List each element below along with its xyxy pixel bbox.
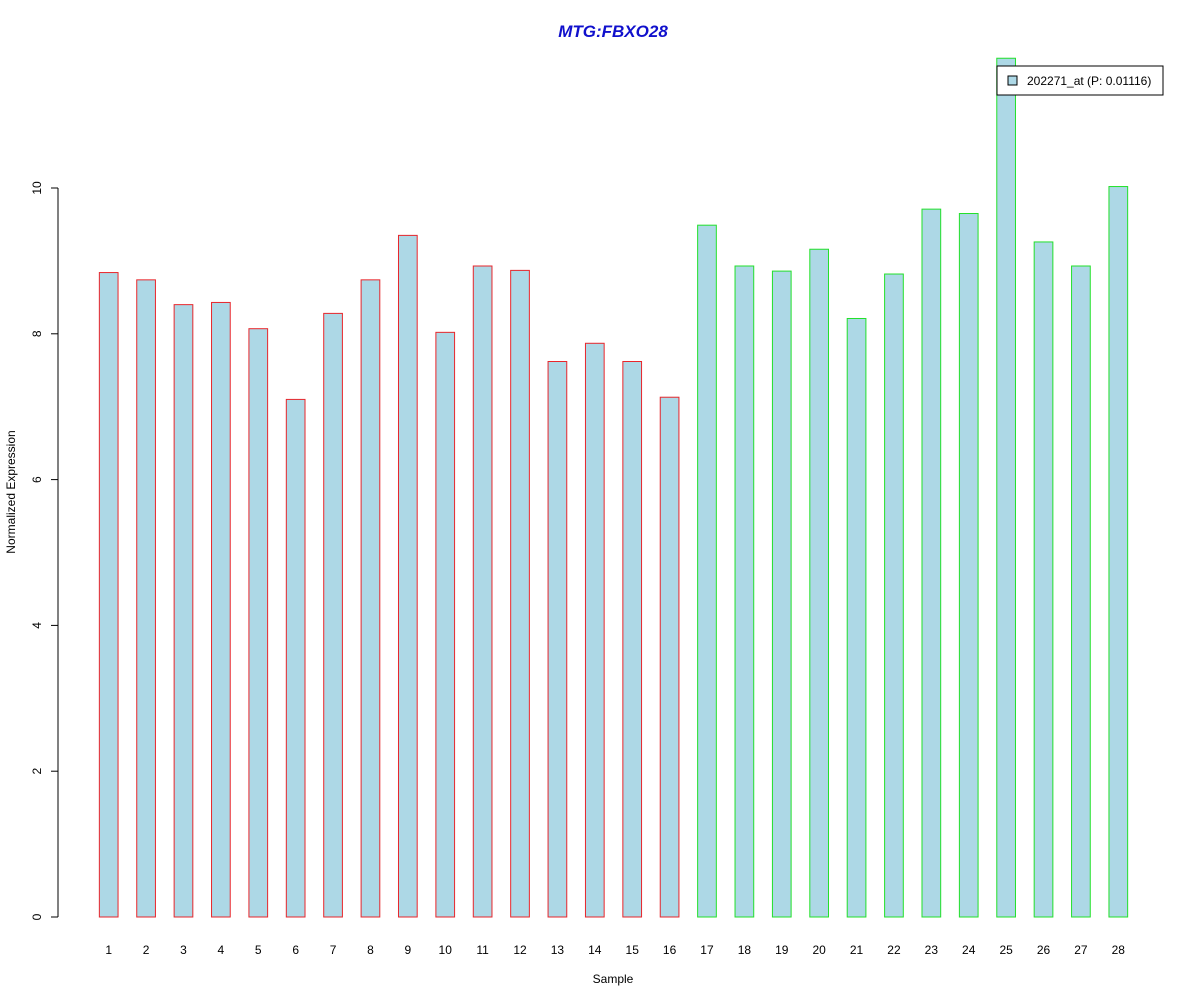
x-tick-label: 5 [255, 943, 262, 957]
bar-sample-23 [921, 208, 942, 918]
legend: 202271_at (P: 0.01116) [996, 65, 1164, 96]
x-tick-label: 21 [850, 943, 864, 957]
x-tick-label: 13 [551, 943, 565, 957]
x-tick-label: 14 [588, 943, 602, 957]
bar-sample-6 [285, 398, 306, 918]
bar-sample-20 [809, 248, 830, 918]
x-tick-label: 16 [663, 943, 677, 957]
x-tick-label: 20 [812, 943, 826, 957]
y-tick-label: 6 [30, 476, 44, 483]
bar-sample-26 [1033, 241, 1054, 918]
x-tick-label: 4 [218, 943, 225, 957]
x-tick-label: 23 [925, 943, 939, 957]
bar-sample-8 [360, 279, 381, 918]
x-axis-title: Sample [593, 972, 634, 986]
x-tick-label: 27 [1074, 943, 1088, 957]
x-tick-label: 19 [775, 943, 789, 957]
bar-sample-13 [547, 361, 568, 918]
x-tick-label: 9 [404, 943, 411, 957]
x-tick-label: 22 [887, 943, 901, 957]
x-tick-label: 8 [367, 943, 374, 957]
x-tick-label: 25 [999, 943, 1013, 957]
bars [98, 57, 1129, 918]
legend-swatch [1007, 75, 1018, 86]
y-axis-title: Normalized Expression [4, 430, 18, 553]
bar-sample-11 [472, 265, 493, 918]
x-tick-label: 1 [105, 943, 112, 957]
legend-box [996, 65, 1164, 96]
bar-sample-9 [397, 234, 418, 918]
bar-sample-19 [771, 270, 792, 918]
x-tick-label: 2 [143, 943, 150, 957]
x-tick-label: 18 [738, 943, 752, 957]
bar-sample-25 [996, 57, 1016, 918]
bar-sample-1 [98, 272, 119, 918]
bar-sample-21 [846, 317, 867, 918]
y-axis: 0 2 4 6 8 10 [30, 181, 59, 920]
x-tick-label: 15 [626, 943, 640, 957]
x-tick-label: 17 [700, 943, 714, 957]
bar-sample-3 [173, 304, 194, 918]
bar-sample-22 [884, 273, 904, 918]
y-tick-label: 10 [30, 181, 44, 195]
x-tick-label: 12 [513, 943, 527, 957]
x-tick-label: 26 [1037, 943, 1051, 957]
x-tick-label: 7 [330, 943, 337, 957]
x-tick-label: 11 [476, 943, 489, 957]
bar-sample-15 [622, 361, 643, 918]
x-tick-label: 10 [439, 943, 453, 957]
bar-sample-17 [697, 224, 717, 918]
x-tick-label: 28 [1112, 943, 1126, 957]
legend-label: 202271_at (P: 0.01116) [1027, 74, 1151, 88]
x-tick-label: 6 [292, 943, 299, 957]
bar-sample-27 [1071, 265, 1091, 918]
chart-title: MTG:FBXO28 [558, 22, 668, 41]
x-tick-label: 24 [962, 943, 976, 957]
y-tick-label: 0 [30, 913, 44, 920]
bar-sample-7 [323, 312, 343, 918]
bar-sample-16 [659, 396, 680, 918]
bar-sample-5 [248, 328, 269, 918]
y-tick-label: 8 [30, 330, 44, 337]
y-tick-label: 4 [30, 622, 44, 629]
y-tick-label: 2 [30, 768, 44, 775]
bar-sample-28 [1108, 186, 1129, 918]
x-tick-label: 3 [180, 943, 187, 957]
bar-sample-14 [584, 342, 605, 918]
x-axis-labels: 1 2 3 4 5 6 7 8 9 10 11 12 13 14 15 16 17 18 19 20 21 22 23 24 2… [105, 943, 1125, 957]
bar-sample-12 [510, 269, 530, 918]
bar-sample-4 [211, 301, 231, 918]
bar-sample-24 [958, 213, 979, 918]
bar-sample-18 [734, 265, 755, 918]
bar-sample-2 [136, 279, 156, 918]
bar-sample-10 [435, 331, 456, 918]
